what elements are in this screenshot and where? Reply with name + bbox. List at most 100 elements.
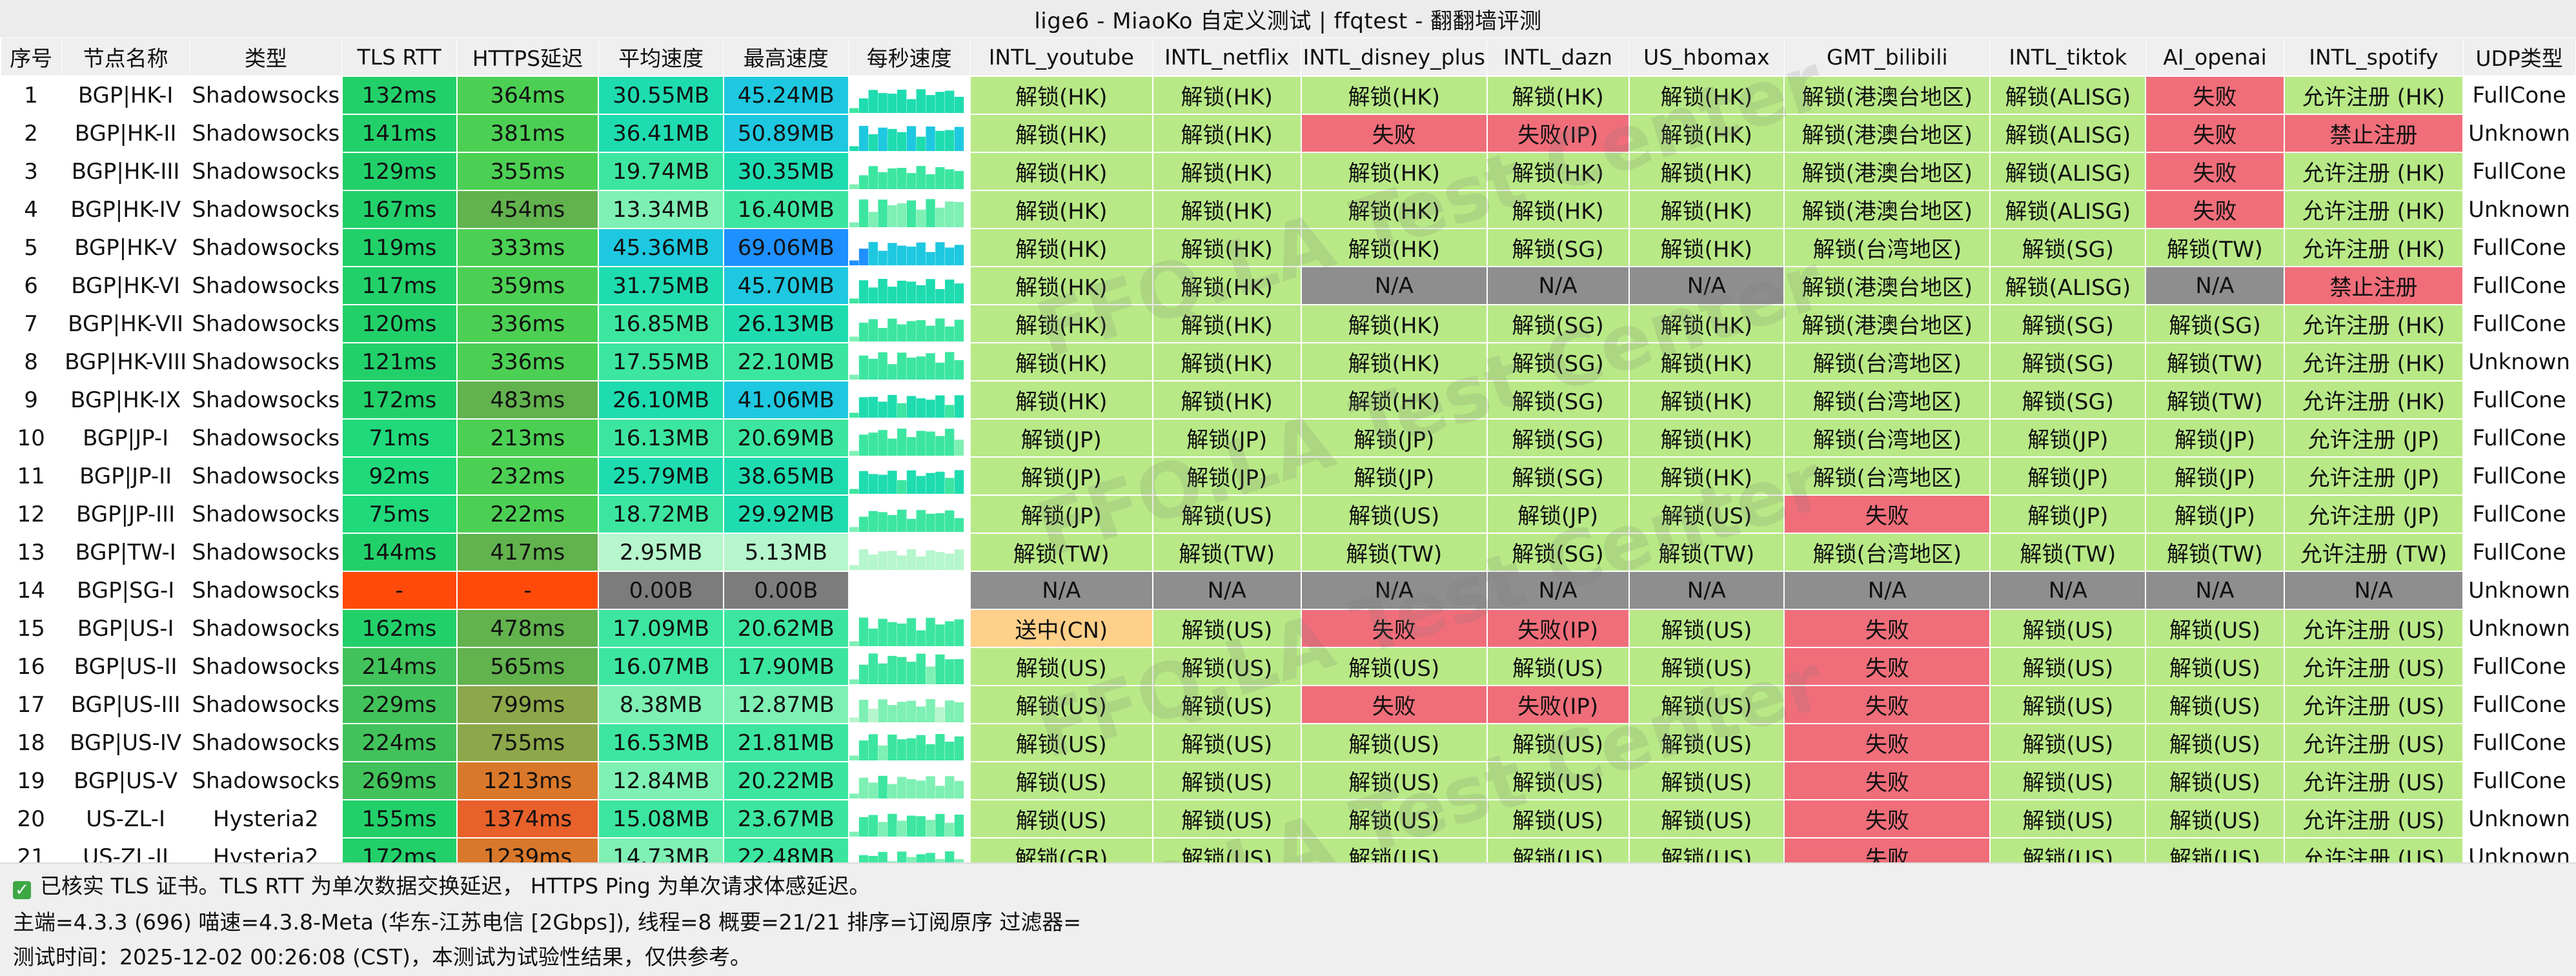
sparkline-bar bbox=[858, 280, 868, 303]
table-row[interactable]: 11 BGP|JP-II Shadowsocks 92ms 232ms 25.79MB 38… bbox=[0, 456, 2576, 496]
table-row[interactable]: 7 BGP|HK-VII Shadowsocks 120ms 336ms 16.85MB 2… bbox=[0, 304, 2576, 343]
sparkline-bar bbox=[868, 474, 878, 494]
table-row[interactable]: 17 BGP|US-III Shadowsocks 229ms 799ms 8.38MB 1… bbox=[0, 685, 2576, 724]
udp-type: FullCone bbox=[2462, 647, 2576, 686]
unlock-disney-plus: 解锁(HK) bbox=[1300, 380, 1488, 420]
table-row[interactable]: 9 BGP|HK-IX Shadowsocks 172ms 483ms 26.10MB 41… bbox=[0, 380, 2576, 420]
sparkline-bar bbox=[935, 471, 945, 494]
sparkline-bar bbox=[954, 96, 964, 113]
sparkline-bar bbox=[944, 429, 954, 456]
sparkline-bar bbox=[887, 784, 897, 798]
unlock-dazn: 失败(IP) bbox=[1486, 609, 1630, 648]
table-row[interactable]: 19 BGP|US-V Shadowsocks 269ms 1213ms 12.84MB 2… bbox=[0, 761, 2576, 800]
node-name: BGP|US-III bbox=[61, 685, 191, 724]
sparkline-bar bbox=[887, 243, 897, 265]
sparkline-bar bbox=[916, 356, 926, 380]
speed-sparkline-chart bbox=[849, 89, 964, 113]
unlock-tiktok: 解锁(ALISG) bbox=[1989, 76, 2147, 115]
udp-type: FullCone bbox=[2462, 685, 2576, 724]
sparkline-bar bbox=[897, 820, 906, 837]
table-row[interactable]: 13 BGP|TW-I Shadowsocks 144ms 417ms 2.95MB 5.1… bbox=[0, 533, 2576, 572]
sparkline-bar bbox=[916, 89, 926, 113]
sparkline-bar bbox=[954, 395, 964, 418]
row-index: 9 bbox=[0, 380, 63, 420]
column-header[interactable]: UDP类型 bbox=[2462, 37, 2576, 77]
avg-speed: 17.09MB bbox=[598, 609, 724, 648]
sparkline-bar bbox=[906, 126, 916, 151]
udp-type: FullCone bbox=[2462, 761, 2576, 800]
sparkline-bar bbox=[897, 429, 906, 456]
node-type: Shadowsocks bbox=[189, 418, 343, 458]
unlock-tiktok: 解锁(SG) bbox=[1989, 380, 2147, 420]
speed-sparkline-chart bbox=[849, 394, 964, 418]
unlock-bilibili: 失败 bbox=[1783, 609, 1991, 648]
table-row[interactable]: 16 BGP|US-II Shadowsocks 214ms 565ms 16.07MB 1… bbox=[0, 647, 2576, 686]
sparkline-bar bbox=[916, 653, 926, 684]
table-row[interactable]: 18 BGP|US-IV Shadowsocks 224ms 755ms 16.53MB 2… bbox=[0, 723, 2576, 762]
unlock-spotify: 允许注册 (HK) bbox=[2283, 228, 2464, 267]
unlock-bilibili: 失败 bbox=[1783, 799, 1991, 839]
column-header[interactable]: 节点名称 bbox=[61, 37, 190, 77]
sparkline-bar bbox=[935, 813, 945, 837]
node-type: Shadowsocks bbox=[189, 228, 343, 267]
column-header[interactable]: HTTPS延迟 bbox=[456, 37, 599, 77]
column-header[interactable]: INTL_netflix bbox=[1152, 37, 1302, 77]
column-header[interactable]: US_hbomax bbox=[1628, 37, 1785, 77]
node-type: Shadowsocks bbox=[189, 533, 343, 572]
column-header[interactable]: INTL_spotify bbox=[2284, 37, 2464, 77]
max-speed: 12.87MB bbox=[722, 685, 849, 724]
table-row[interactable]: 2 BGP|HK-II Shadowsocks 141ms 381ms 36.41MB 50… bbox=[0, 114, 2576, 153]
unlock-hbomax: 解锁(TW) bbox=[1628, 533, 1785, 572]
column-header[interactable]: INTL_disney_plus bbox=[1301, 37, 1488, 77]
sparkline-bar bbox=[935, 654, 945, 684]
table-row[interactable]: 3 BGP|HK-III Shadowsocks 129ms 355ms 19.74MB 3… bbox=[0, 152, 2576, 191]
sparkline-bar bbox=[954, 170, 964, 189]
speed-sparkline bbox=[847, 761, 971, 800]
column-header[interactable]: INTL_dazn bbox=[1486, 37, 1629, 77]
table-row[interactable]: 14 BGP|SG-I Shadowsocks - -0.00B 0.00B N/A N/A N… bbox=[0, 571, 2576, 610]
column-header[interactable]: INTL_tiktok bbox=[1989, 37, 2146, 77]
table-row[interactable]: 20 US-ZL-I Hysteria2 155ms 1374ms 15.08MB 23.6… bbox=[0, 799, 2576, 839]
tls-rtt: 229ms bbox=[341, 685, 458, 724]
sparkline-bar bbox=[877, 430, 887, 456]
table-row[interactable]: 1 BGP|HK-I Shadowsocks 132ms 364ms 30.55MB 45.… bbox=[0, 76, 2576, 115]
unlock-netflix: 解锁(HK) bbox=[1151, 266, 1302, 305]
table-row[interactable]: 10 BGP|JP-I Shadowsocks 71ms 213ms 16.13MB 20.… bbox=[0, 418, 2576, 458]
sparkline-bar bbox=[954, 127, 964, 151]
unlock-tiktok: 解锁(US) bbox=[1989, 723, 2147, 762]
sparkline-bar bbox=[858, 549, 868, 570]
unlock-openai: 解锁(US) bbox=[2145, 685, 2285, 724]
sparkline-bar bbox=[897, 280, 906, 303]
table-row[interactable]: 15 BGP|US-I Shadowsocks 162ms 478ms 17.09MB 20… bbox=[0, 609, 2576, 648]
sparkline-bar bbox=[906, 247, 916, 265]
column-header[interactable]: 序号 bbox=[0, 37, 62, 77]
speed-sparkline bbox=[847, 304, 971, 343]
column-header[interactable]: INTL_youtube bbox=[969, 37, 1153, 77]
sparkline-bar bbox=[954, 470, 964, 494]
sparkline-bar bbox=[868, 815, 878, 837]
sparkline-bar bbox=[954, 320, 964, 341]
https-latency: 336ms bbox=[456, 304, 600, 343]
column-header[interactable]: GMT_bilibili bbox=[1783, 37, 1991, 77]
unlock-disney-plus: 解锁(US) bbox=[1300, 647, 1488, 686]
column-header[interactable]: 每秒速度 bbox=[848, 37, 971, 77]
sparkline-bar bbox=[935, 242, 945, 265]
row-index: 12 bbox=[0, 494, 63, 534]
unlock-bilibili: 失败 bbox=[1783, 494, 1991, 534]
column-header[interactable]: 最高速度 bbox=[723, 37, 849, 77]
column-header[interactable]: TLS RTT bbox=[341, 37, 457, 77]
column-header[interactable]: 平均速度 bbox=[598, 37, 724, 77]
sparkline-bar bbox=[897, 352, 906, 380]
sparkline-bar bbox=[897, 739, 906, 760]
table-row[interactable]: 8 BGP|HK-VIII Shadowsocks 121ms 336ms 17.55MB… bbox=[0, 342, 2576, 381]
table-row[interactable]: 6 BGP|HK-VI Shadowsocks 117ms 359ms 31.75MB 45… bbox=[0, 266, 2576, 305]
tls-rtt: 71ms bbox=[341, 418, 458, 458]
row-index: 2 bbox=[0, 114, 63, 153]
table-row[interactable]: 5 BGP|HK-V Shadowsocks 119ms 333ms 45.36MB 69.… bbox=[0, 228, 2576, 267]
table-row[interactable]: 4 BGP|HK-IV Shadowsocks 167ms 454ms 13.34MB 16… bbox=[0, 190, 2576, 229]
column-header[interactable]: 类型 bbox=[189, 37, 343, 77]
sparkline-bar bbox=[887, 394, 897, 418]
unlock-tiktok: 解锁(ALISG) bbox=[1989, 190, 2147, 229]
column-header[interactable]: AI_openai bbox=[2145, 37, 2285, 77]
table-row[interactable]: 12 BGP|JP-III Shadowsocks 75ms 222ms 18.72MB 2… bbox=[0, 494, 2576, 534]
